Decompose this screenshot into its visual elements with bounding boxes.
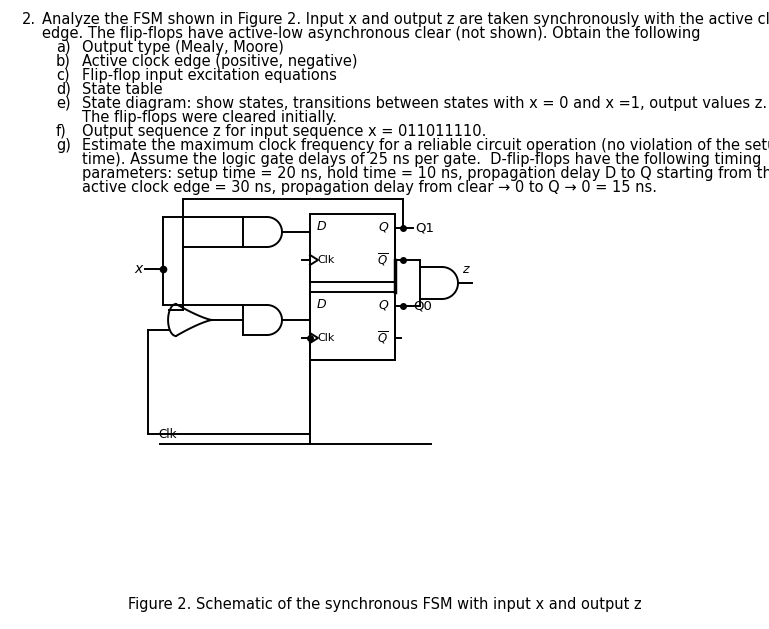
Text: Output type (Mealy, Moore): Output type (Mealy, Moore) [82,40,284,55]
Text: 2.: 2. [22,12,36,27]
Text: e): e) [56,96,71,111]
Text: active clock edge = 30 ns, propagation delay from clear → 0 to Q → 0 = 15 ns.: active clock edge = 30 ns, propagation d… [82,180,657,195]
Text: $\overline{Q}$: $\overline{Q}$ [377,252,388,269]
Text: Clk: Clk [317,333,335,343]
Text: Clk: Clk [158,428,177,441]
Text: Q: Q [378,220,388,233]
Text: g): g) [56,138,71,153]
Bar [310,292,395,360]
Text: parameters: setup time = 20 ns, hold time = 10 ns, propagation delay D to Q star: parameters: setup time = 20 ns, hold tim… [82,166,769,181]
Bar [310,214,395,282]
Text: The flip-flops were cleared initially.: The flip-flops were cleared initially. [82,110,337,125]
Text: State diagram: show states, transitions between states with x = 0 and x =1, outp: State diagram: show states, transitions … [82,96,767,111]
Text: z: z [462,263,468,276]
Text: time). Assume the logic gate delays of 25 ns per gate.  D-flip-flops have the fo: time). Assume the logic gate delays of 2… [82,152,761,167]
Text: a): a) [56,40,71,55]
Text: D: D [317,298,327,311]
Text: Q1: Q1 [415,221,434,235]
Text: Clk: Clk [317,255,335,265]
Text: D: D [317,220,327,233]
Text: c): c) [56,68,70,83]
Text: Figure 2. Schematic of the synchronous FSM with input x and output z: Figure 2. Schematic of the synchronous F… [128,596,641,611]
Text: edge. The flip-flops have active-low asynchronous clear (not shown). Obtain the : edge. The flip-flops have active-low asy… [42,26,701,41]
Text: Estimate the maximum clock frequency for a reliable circuit operation (no violat: Estimate the maximum clock frequency for… [82,138,769,153]
Text: $\overline{Q}$: $\overline{Q}$ [377,330,388,347]
Text: Output sequence z for input sequence x = 011011110.: Output sequence z for input sequence x =… [82,124,486,139]
Text: State table: State table [82,82,162,97]
Text: Analyze the FSM shown in Figure 2. Input x and output z are taken synchronously : Analyze the FSM shown in Figure 2. Input… [42,12,769,27]
Text: Q0: Q0 [413,299,432,313]
Text: b): b) [56,54,71,69]
Text: Q: Q [378,298,388,311]
Text: f): f) [56,124,67,139]
Text: Active clock edge (positive, negative): Active clock edge (positive, negative) [82,54,358,69]
Text: x: x [135,262,143,276]
Text: Flip-flop input excitation equations: Flip-flop input excitation equations [82,68,337,83]
Text: d): d) [56,82,71,97]
